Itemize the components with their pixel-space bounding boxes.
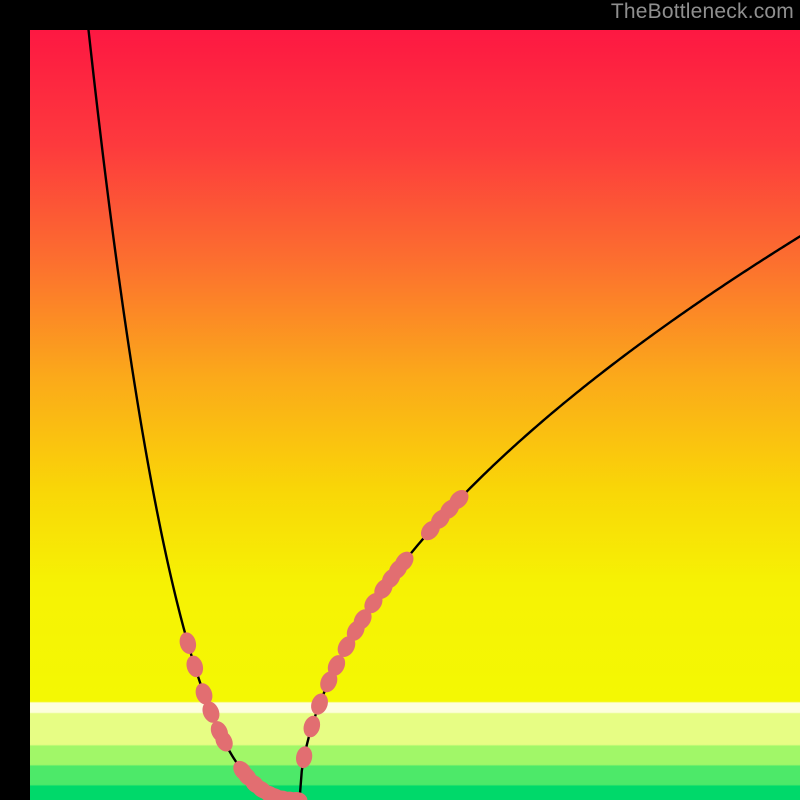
bottleneck-chart-svg: [0, 0, 800, 800]
watermark-text: TheBottleneck.com: [611, 0, 794, 24]
stage: TheBottleneck.com: [0, 0, 800, 800]
chart-gradient-background: [30, 30, 800, 800]
